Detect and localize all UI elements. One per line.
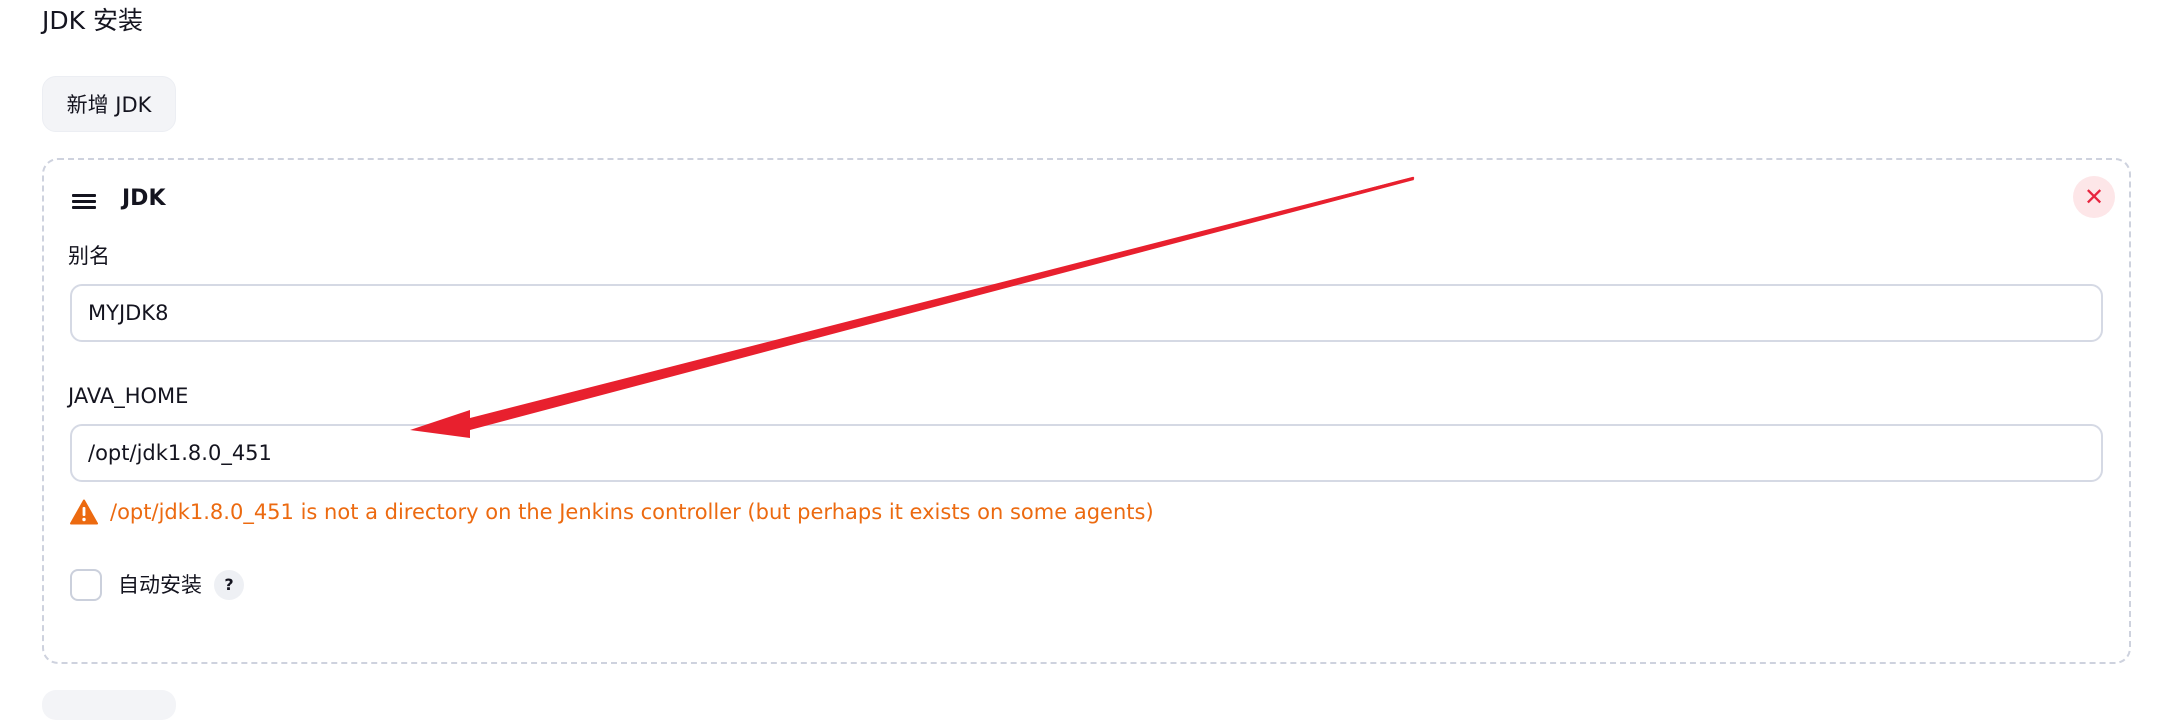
section-title: JDK 安装 [42, 6, 143, 35]
java-home-label: JAVA_HOME [68, 384, 189, 408]
red-arrow-annotation [410, 176, 1415, 438]
jdk-card: JDK ✕ 别名 JAVA_HOME /opt/jdk1.8.0_451 is … [42, 158, 2131, 664]
help-icon[interactable]: ? [214, 570, 244, 600]
auto-install-checkbox[interactable] [70, 569, 102, 601]
delete-jdk-button[interactable]: ✕ [2073, 176, 2115, 218]
warning-triangle-icon [70, 499, 98, 525]
java-home-input[interactable] [70, 424, 2103, 482]
warning-text: /opt/jdk1.8.0_451 is not a directory on … [110, 500, 1154, 524]
java-home-warning: /opt/jdk1.8.0_451 is not a directory on … [70, 496, 1154, 528]
drag-handle-icon[interactable] [72, 192, 98, 210]
add-jdk-button[interactable]: 新增 JDK [42, 76, 176, 132]
auto-install-label[interactable]: 自动安装 [118, 573, 202, 597]
auto-install-row: 自动安装 ? [70, 568, 244, 602]
card-title: JDK [122, 186, 166, 211]
alias-input[interactable] [70, 284, 2103, 342]
alias-label: 别名 [68, 244, 110, 268]
close-icon: ✕ [2083, 183, 2105, 211]
